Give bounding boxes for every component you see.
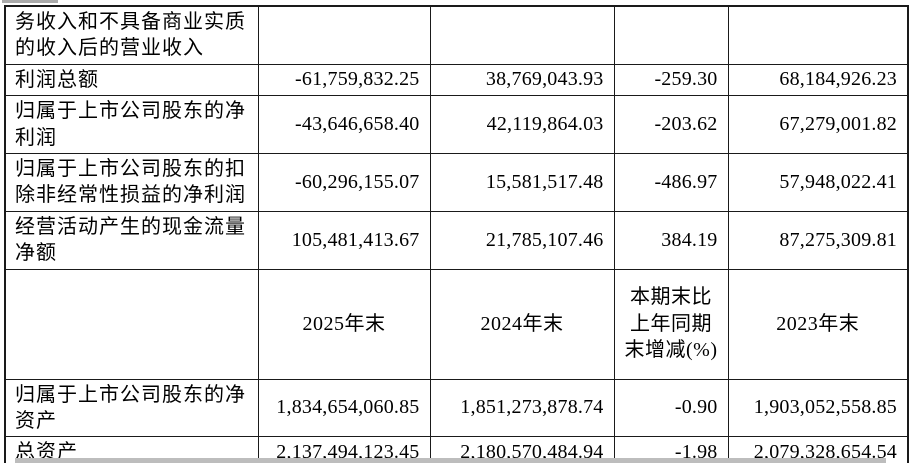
value-2023: 1,903,052,558.85: [727, 378, 909, 438]
value-2025: 1,834,654,060.85: [257, 378, 431, 438]
value-2023: 67,279,001.82: [727, 95, 909, 154]
value-2025: -61,759,832.25: [257, 63, 431, 97]
value-2023: 57,948,022.41: [727, 152, 909, 212]
metric-label: 经营活动产生的现金流量净额: [4, 210, 259, 270]
value-2024: 21,785,107.46: [429, 210, 615, 270]
table-row: 经营活动产生的现金流量净额 105,481,413.67 21,785,107.…: [4, 210, 909, 270]
financial-summary-table: 务收入和不具备商业实质的收入后的营业收入 利润总额 -61,759,832.25…: [4, 5, 909, 463]
table-header-row: 2025年末 2024年末 本期末比上年同期末增减(%) 2023年末: [4, 268, 909, 380]
table-row: 归属于上市公司股东的净资产 1,834,654,060.85 1,851,273…: [4, 378, 909, 438]
value-change-pct: -0.90: [613, 378, 729, 438]
metric-label: 归属于上市公司股东的净利润: [4, 95, 259, 154]
value-change-pct: 384.19: [613, 210, 729, 270]
value-2025: 105,481,413.67: [257, 210, 431, 270]
column-header-2024: 2024年末: [429, 268, 615, 380]
metric-label: 归属于上市公司股东的净资产: [4, 378, 259, 438]
column-header-2023: 2023年末: [727, 268, 909, 380]
value-2025: -43,646,658.40: [257, 95, 431, 154]
metric-label: 归属于上市公司股东的扣除非经常性损益的净利润: [4, 152, 259, 212]
value-2025: -60,296,155.07: [257, 152, 431, 212]
cutoff-artifact-top: [2, 0, 58, 3]
value-2024: 1,851,273,878.74: [429, 378, 615, 438]
value-2024: [429, 5, 615, 65]
column-header-2025: 2025年末: [257, 268, 431, 380]
metric-label: 务收入和不具备商业实质的收入后的营业收入: [4, 5, 259, 65]
value-2025: [257, 5, 431, 65]
header-blank: [4, 268, 259, 380]
metric-label: 总资产: [4, 436, 259, 463]
table-row: 归属于上市公司股东的净利润 -43,646,658.40 42,119,864.…: [4, 95, 909, 154]
value-change-pct: [613, 5, 729, 65]
value-change-pct: -203.62: [613, 95, 729, 154]
value-change-pct: -259.30: [613, 63, 729, 97]
value-2023: [727, 5, 909, 65]
value-2023: 68,184,926.23: [727, 63, 909, 97]
table-row: 利润总额 -61,759,832.25 38,769,043.93 -259.3…: [4, 63, 909, 97]
cutoff-next-row-band: [15, 458, 886, 463]
table-row: 务收入和不具备商业实质的收入后的营业收入: [4, 5, 909, 65]
value-2024: 42,119,864.03: [429, 95, 615, 154]
value-2024: 38,769,043.93: [429, 63, 615, 97]
value-2024: 15,581,517.48: [429, 152, 615, 212]
table-row: 归属于上市公司股东的扣除非经常性损益的净利润 -60,296,155.07 15…: [4, 152, 909, 212]
value-change-pct: -486.97: [613, 152, 729, 212]
value-2023: 87,275,309.81: [727, 210, 909, 270]
column-header-change-pct: 本期末比上年同期末增减(%): [613, 268, 729, 380]
metric-label: 利润总额: [4, 63, 259, 97]
